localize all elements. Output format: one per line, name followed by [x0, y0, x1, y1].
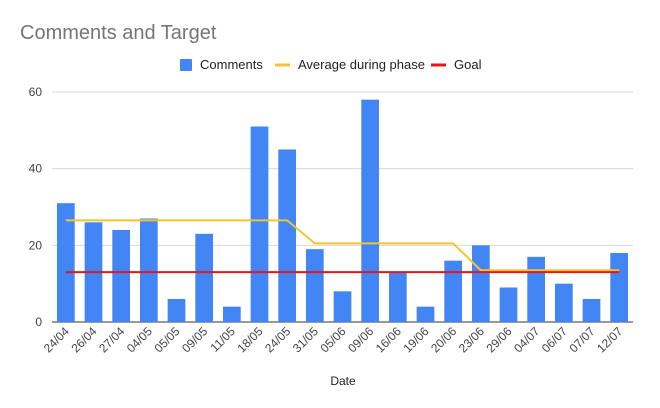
bar	[56, 203, 75, 322]
line-series	[65, 219, 620, 274]
gridlines	[52, 91, 633, 323]
bar	[250, 126, 269, 322]
x-tick-label: 04/07	[511, 324, 542, 355]
x-tick-label: 18/05	[234, 324, 265, 355]
legend-label-comments: Comments	[200, 57, 263, 72]
x-tick-label: 12/07	[594, 324, 625, 355]
line-average-during-phase	[65, 219, 620, 272]
x-tick-label: 09/05	[179, 324, 210, 355]
x-tick-label: 31/05	[290, 324, 321, 355]
x-tick-label: 26/04	[68, 324, 99, 355]
y-axis: 0 20 40 60	[29, 85, 43, 329]
x-tick-label: 19/06	[400, 324, 431, 355]
bar	[167, 299, 186, 322]
y-tick-label: 0	[35, 315, 42, 329]
bar	[471, 245, 490, 322]
bar	[388, 272, 407, 322]
x-tick-label: 05/06	[317, 324, 348, 355]
legend: Comments Average during phase Goal	[180, 57, 482, 72]
bar	[499, 287, 518, 322]
bar	[554, 283, 573, 322]
legend-swatch-comments	[180, 59, 192, 71]
x-tick-label: 24/05	[262, 324, 293, 355]
bar-series-comments	[56, 99, 629, 323]
y-tick-label: 40	[29, 162, 43, 176]
x-axis-title: Date	[330, 374, 356, 388]
x-tick-label: 09/06	[345, 324, 376, 355]
x-tick-label: 06/07	[539, 324, 570, 355]
x-tick-label: 20/06	[428, 324, 459, 355]
x-tick-label: 29/06	[483, 324, 514, 355]
y-tick-label: 20	[29, 238, 43, 252]
x-tick-label: 23/06	[456, 324, 487, 355]
bar	[610, 253, 629, 322]
bar	[112, 230, 131, 322]
x-tick-label: 04/05	[124, 324, 155, 355]
x-axis: 24/0426/0427/0404/0505/0509/0511/0518/05…	[41, 324, 626, 355]
bar	[416, 306, 435, 322]
bar	[278, 149, 297, 322]
bar	[582, 299, 601, 322]
bar	[333, 291, 352, 322]
bar	[222, 306, 241, 322]
x-tick-label: 27/04	[96, 324, 127, 355]
x-tick-label: 11/05	[207, 324, 238, 355]
chart-title: Comments and Target	[20, 22, 217, 44]
bar	[139, 218, 158, 322]
x-tick-label: 05/05	[151, 324, 182, 355]
x-tick-label: 07/07	[566, 324, 597, 355]
bar	[361, 99, 380, 323]
x-tick-label: 24/04	[41, 324, 72, 355]
bar	[527, 256, 546, 322]
x-tick-label: 16/06	[373, 324, 404, 355]
y-tick-label: 60	[29, 85, 43, 99]
legend-label-goal: Goal	[454, 57, 482, 72]
bar	[195, 233, 214, 322]
bar	[305, 249, 324, 322]
legend-label-average: Average during phase	[298, 57, 425, 72]
bar	[444, 260, 463, 322]
